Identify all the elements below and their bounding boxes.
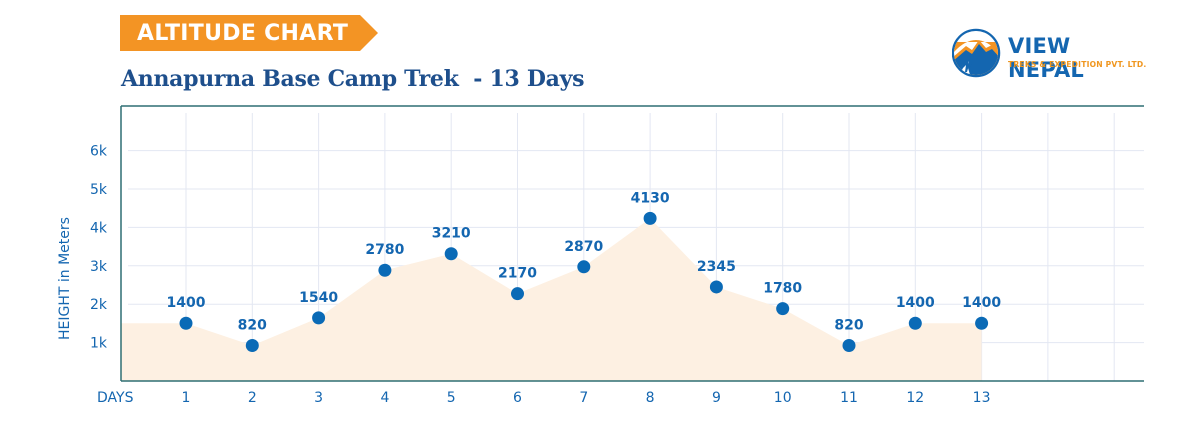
logo-name: VIEW NEPAL	[1008, 34, 1085, 82]
data-point-marker[interactable]	[378, 263, 392, 277]
data-point-label: 1400	[167, 295, 206, 311]
mountain-hiker-icon	[952, 28, 1001, 78]
data-point-label: 4130	[631, 190, 670, 206]
x-tick-label: 6	[513, 390, 522, 406]
badge-arrow-shape	[120, 15, 378, 51]
badge-label: ALTITUDE CHART	[137, 21, 349, 46]
altitude-area	[121, 218, 982, 381]
x-tick-label: 3	[314, 390, 323, 406]
data-point-marker[interactable]	[643, 211, 657, 225]
data-point-marker[interactable]	[245, 339, 259, 353]
x-axis-ticks: 1 2 3 4 5 6 7 8 9 10 11 12 13	[182, 390, 991, 406]
x-tick-label: 9	[712, 390, 721, 406]
data-point-label: 820	[238, 318, 267, 334]
data-point-marker[interactable]	[179, 316, 193, 330]
x-tick-label: 12	[906, 390, 924, 406]
x-tick-label: 11	[840, 390, 858, 406]
data-markers	[179, 211, 989, 353]
y-axis-title: HEIGHT in Meters	[57, 217, 73, 340]
y-tick-label: 5k	[90, 182, 108, 198]
data-point-label: 2780	[365, 242, 404, 258]
x-tick-label: 13	[973, 390, 991, 406]
data-point-label: 1400	[962, 295, 1001, 311]
logo-tagline: TREKS & EXPEDITION PVT. LTD.	[1008, 60, 1147, 69]
data-point-marker[interactable]	[312, 311, 326, 325]
x-tick-label: 4	[380, 390, 389, 406]
y-tick-label: 1k	[90, 336, 108, 352]
data-point-marker[interactable]	[776, 302, 790, 316]
data-point-marker[interactable]	[577, 260, 591, 274]
y-tick-label: 4k	[90, 220, 108, 236]
y-tick-label: 3k	[90, 259, 108, 275]
x-tick-label: 2	[248, 390, 257, 406]
data-point-label: 1540	[299, 290, 338, 306]
data-point-marker[interactable]	[709, 280, 723, 294]
data-point-marker[interactable]	[444, 247, 458, 261]
data-point-marker[interactable]	[511, 287, 524, 301]
x-axis-title: DAYS	[97, 390, 134, 406]
data-point-label: 2345	[697, 259, 736, 275]
altitude-chart-badge: ALTITUDE CHART	[120, 15, 380, 51]
data-point-label: 820	[834, 318, 863, 334]
data-point-marker[interactable]	[842, 339, 856, 353]
data-point-label: 2870	[564, 239, 603, 255]
x-tick-label: 7	[579, 390, 588, 406]
x-tick-label: 1	[182, 390, 191, 406]
y-tick-label: 2k	[90, 297, 108, 313]
x-tick-label: 10	[774, 390, 792, 406]
page-title: Annapurna Base Camp Trek - 13 Days	[121, 66, 585, 92]
x-tick-label: 8	[646, 390, 655, 406]
data-point-label: 1780	[763, 281, 802, 297]
data-point-label: 1400	[896, 295, 935, 311]
data-point-marker[interactable]	[908, 316, 922, 330]
y-axis-ticks: 1k 2k 3k 4k 5k 6k	[90, 144, 108, 352]
data-point-label: 3210	[432, 226, 471, 242]
data-labels: 1400 820 1540 2780 3210 2170 2870 4130 2345 1780 8…	[167, 190, 1002, 333]
x-tick-label: 5	[447, 390, 456, 406]
company-logo: VIEW NEPAL TREKS & EXPEDITION PVT. LTD.	[952, 28, 1152, 82]
y-tick-label: 6k	[90, 144, 108, 160]
data-point-label: 2170	[498, 266, 537, 282]
data-point-marker[interactable]	[975, 316, 989, 330]
